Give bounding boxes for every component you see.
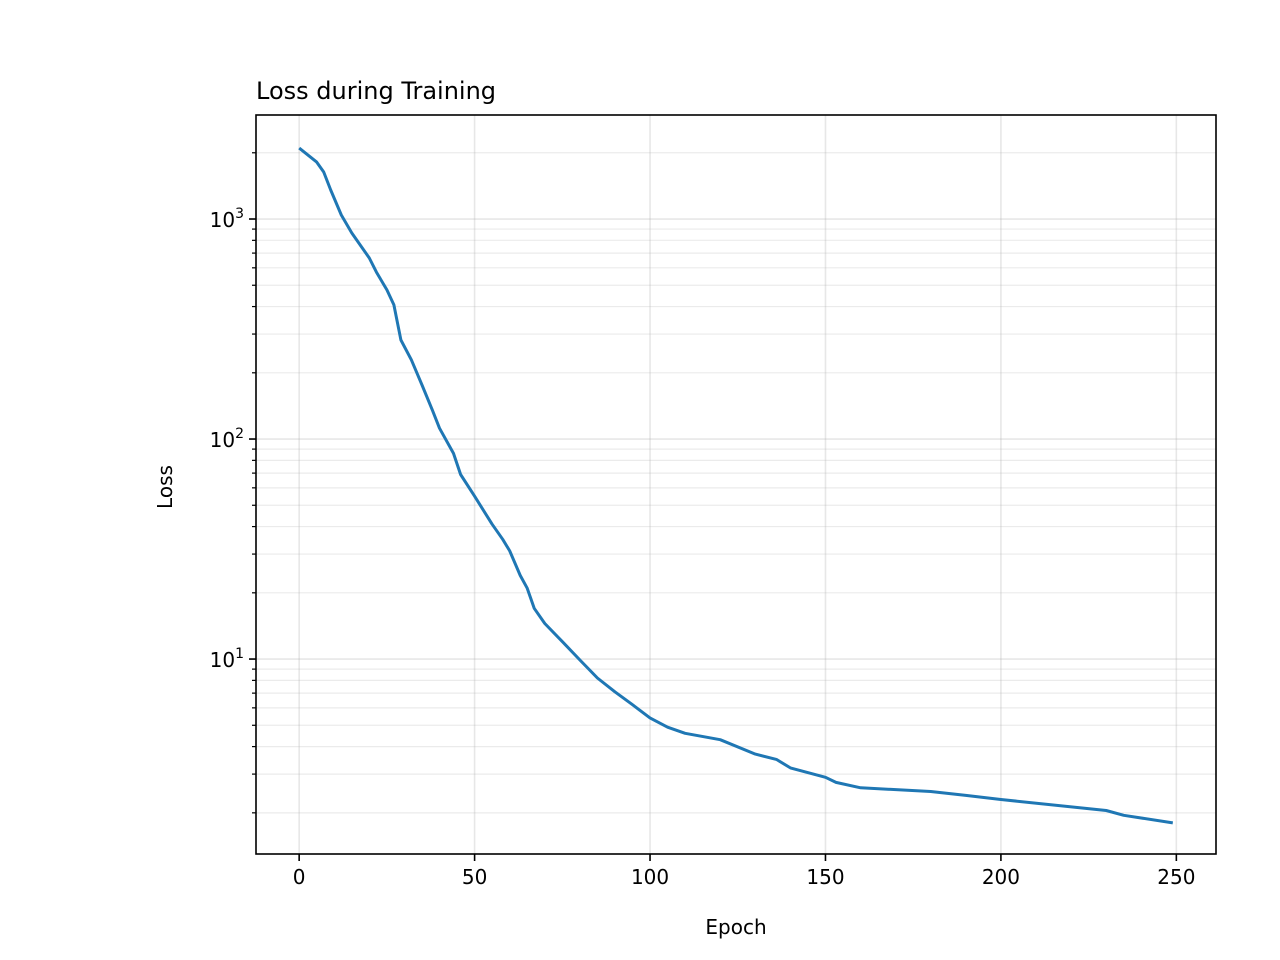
x-tick-label: 50 — [462, 865, 487, 889]
x-tick-label: 0 — [293, 865, 306, 889]
ticks: 0 50 100 150 200 250 101 102 103 — [210, 152, 1195, 889]
y-tick-label: 102 — [210, 426, 244, 452]
y-tick-label: 103 — [210, 206, 244, 232]
loss-line — [298, 146, 1174, 825]
x-tick-label: 250 — [1157, 865, 1195, 889]
axes-frame — [255, 114, 1217, 855]
grid — [256, 115, 1216, 854]
x-tick-label: 150 — [806, 865, 844, 889]
x-axis-label: Epoch — [705, 915, 766, 939]
x-tick-label: 100 — [631, 865, 669, 889]
y-tick-label: 101 — [210, 646, 244, 672]
y-axis-label: Loss — [153, 465, 177, 509]
x-tick-label: 200 — [982, 865, 1020, 889]
chart-title: Loss during Training — [256, 77, 496, 105]
